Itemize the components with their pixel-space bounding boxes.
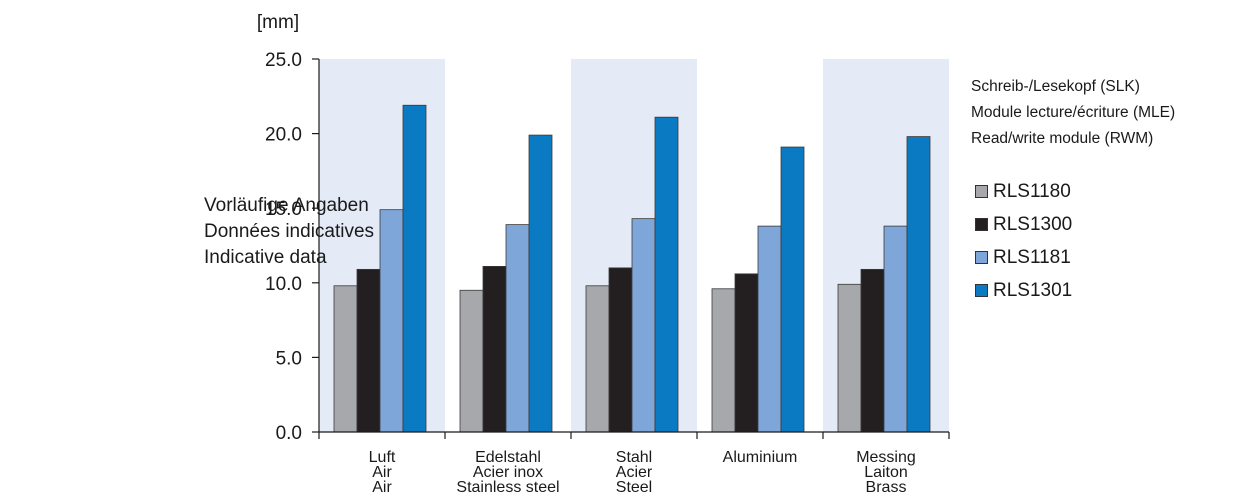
bar-rls1181 [757,225,782,433]
x-category-label-line: Air [372,464,392,481]
x-category-label-line: Stahl [616,449,652,466]
x-category-label-line: Messing [856,449,916,466]
y-tick-label: 10.0 [265,274,302,295]
bar-rls1181 [631,218,656,433]
bar-rls1181 [883,225,908,433]
bar-rls1180 [585,285,610,433]
x-category-label-line: Edelstahl [475,449,541,466]
legend-swatch-rls1181 [975,251,988,264]
x-category-label-line: Brass [866,479,907,496]
bar-rls1300 [356,268,381,433]
legend-swatch-rls1301 [975,284,988,297]
legend-item-rls1181: RLS1181 [975,241,1072,274]
x-category-label-line: Luft [369,449,396,466]
x-category-label: Edelstahl Acier inox Stainless steel [456,449,559,496]
legend-swatch-rls1300 [975,218,988,231]
side-note-line: Indicative data [204,247,327,268]
x-category-label-line: Air [372,479,392,496]
legend-label: RLS1300 [993,213,1073,235]
y-axis-label: [mm] [257,12,299,33]
legend-label: RLS1180 [993,180,1071,202]
bar-rls1180 [333,285,358,433]
legend-swatch-rls1180 [975,185,988,198]
legend-item-rls1300: RLS1300 [975,208,1072,241]
side-note-line: Données indicatives [204,221,375,242]
bar-rls1180 [837,283,862,433]
bar-rls1300 [860,268,885,433]
bar-rls1180 [711,288,736,433]
bar-rls1301 [906,136,931,433]
bar-rls1301 [528,134,553,433]
x-category-label-line: Steel [616,479,652,496]
legend-heading-line: Module lecture/écriture (MLE) [971,104,1176,121]
legend-heading-line: Read/write module (RWM) [971,130,1154,147]
x-category-label: Messing Laiton Brass [856,449,916,496]
bar-rls1301 [654,116,679,433]
indicative-data-note: Vorläufige Angaben Données indicatives I… [204,193,374,271]
x-category-label: Luft Air Air [369,449,396,496]
y-tick-label: 0.0 [276,423,302,444]
side-note-line: Vorläufige Angaben [204,195,369,216]
y-tick-label: 15.0 [265,199,302,220]
bar-rls1181 [505,224,530,433]
legend-heading-line: Schreib-/Lesekopf (SLK) [971,78,1140,95]
bar-rls1300 [608,267,633,433]
x-category-label-line: Stainless steel [456,479,559,496]
legend-item-rls1301: RLS1301 [975,274,1072,307]
legend-heading: Schreib-/Lesekopf (SLK) Module lecture/é… [971,74,1175,152]
y-tick-label: 5.0 [276,348,302,369]
bar-rls1180 [459,289,484,433]
bar-rls1181 [379,209,404,433]
legend-label: RLS1301 [993,279,1073,301]
x-category-label: Stahl Acier Steel [616,449,653,496]
x-category-label: Aluminium [723,449,798,466]
bar-rls1300 [482,265,507,433]
x-category-label-line: Aluminium [723,449,798,466]
bar-rls1300 [734,273,759,433]
legend-label: RLS1181 [993,246,1071,268]
legend: RLS1180 RLS1300 RLS1181 RLS1301 [975,175,1072,307]
y-tick-label: 25.0 [265,50,302,71]
bar-rls1301 [402,104,427,433]
y-tick-label: 20.0 [265,125,302,146]
x-category-label-line: Laiton [864,464,908,481]
bar-rls1301 [780,146,805,433]
legend-item-rls1180: RLS1180 [975,175,1072,208]
x-category-label-line: Acier inox [473,464,543,481]
x-category-label-line: Acier [616,464,653,481]
